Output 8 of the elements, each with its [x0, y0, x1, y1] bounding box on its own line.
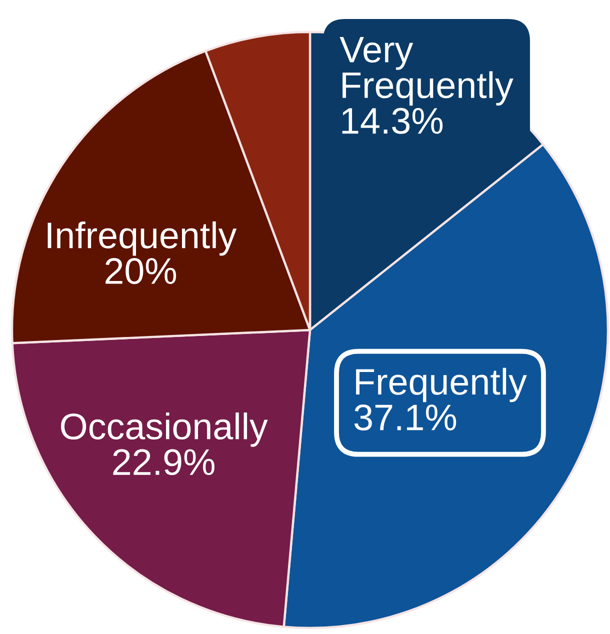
- data-label: 37.1%: [354, 404, 456, 431]
- data-label: 14.3%: [342, 108, 443, 134]
- data-label: 22.9%: [113, 449, 214, 476]
- slice-label: Very Frequently: [340, 36, 514, 106]
- slice-label: Occasionally: [60, 412, 268, 447]
- slice-label: Frequently: [356, 368, 527, 402]
- slice-label: Infrequently: [48, 221, 237, 256]
- data-label: 20%: [106, 258, 176, 284]
